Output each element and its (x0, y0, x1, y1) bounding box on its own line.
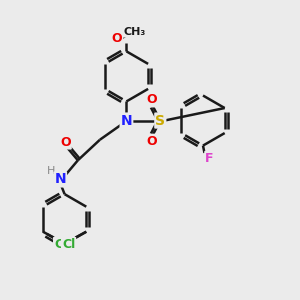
Text: O: O (112, 32, 122, 45)
Text: Cl: Cl (62, 238, 75, 251)
Text: CH₃: CH₃ (124, 27, 146, 37)
Text: S: S (155, 114, 165, 128)
Text: O: O (60, 136, 71, 148)
Text: Cl: Cl (54, 238, 67, 251)
Text: H: H (46, 166, 55, 176)
Text: O: O (146, 93, 157, 106)
Text: N: N (121, 114, 132, 128)
Text: N: N (54, 172, 66, 186)
Text: F: F (205, 152, 214, 165)
Text: O: O (146, 135, 157, 148)
